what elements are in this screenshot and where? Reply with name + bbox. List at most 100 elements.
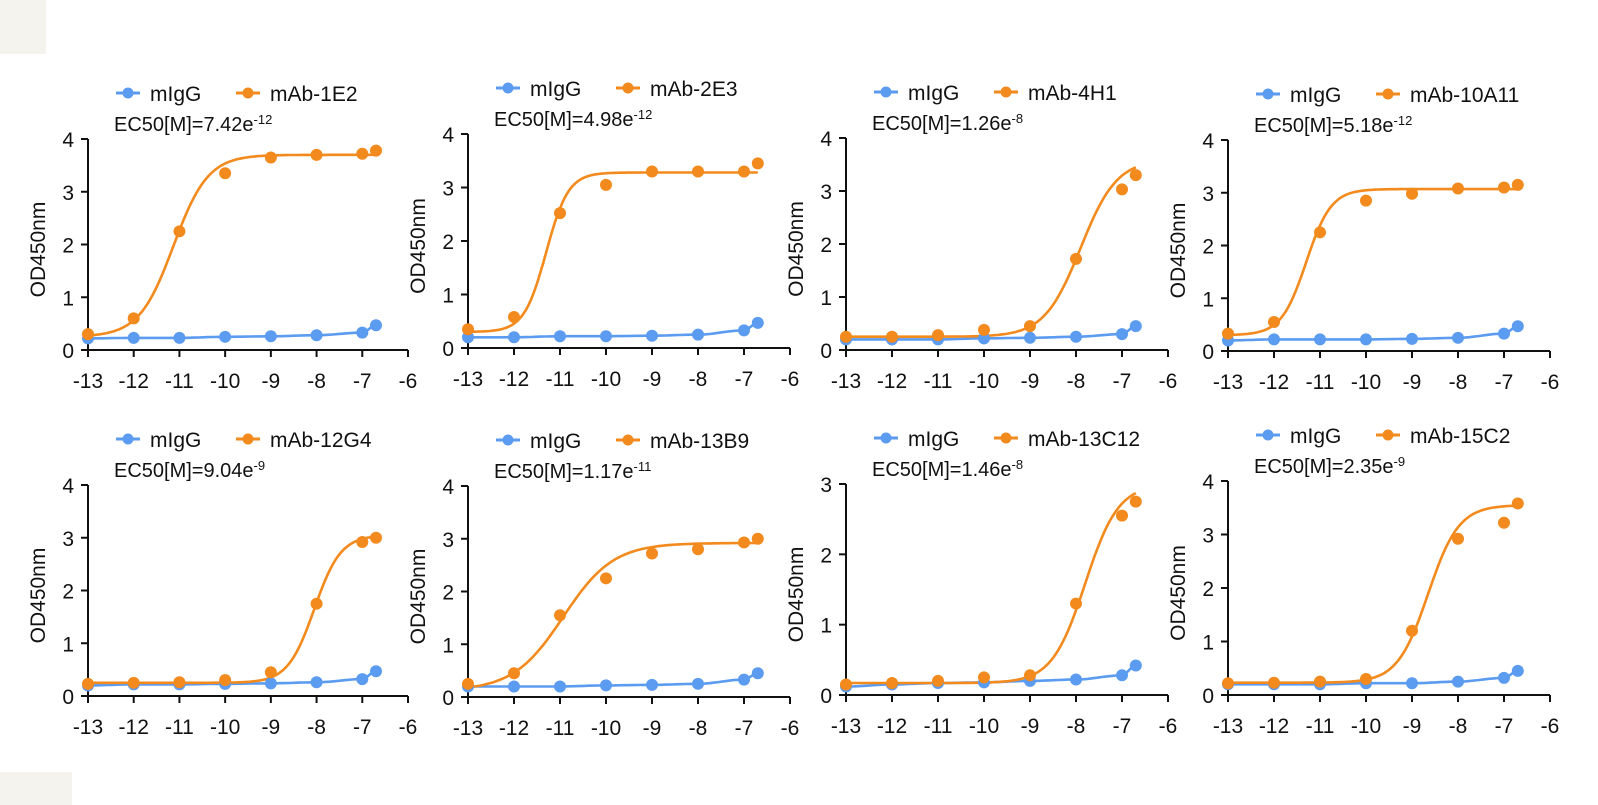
legend: mIgG mAb-2E3 (496, 78, 738, 101)
data-point-mIgG (1070, 330, 1082, 343)
data-point-mIgG (508, 331, 520, 344)
data-point-mIgG (1406, 677, 1418, 690)
x-tick-label: -13 (1213, 371, 1243, 394)
y-tick-label: 3 (62, 528, 74, 551)
fit-curve-mAb (87, 153, 376, 337)
data-point-mIgG (356, 673, 369, 686)
x-tick-label: -7 (1495, 715, 1514, 738)
fit-curve-mAb (846, 166, 1137, 338)
data-points (82, 144, 382, 345)
data-point-mIgG (1268, 333, 1280, 346)
legend-dot-mIgG (1262, 429, 1274, 441)
data-point-mIgG (1498, 671, 1510, 684)
y-axis-label: OD450nm (27, 548, 50, 644)
x-tick-label: -11 (546, 717, 575, 740)
fit-curve-mAb (846, 491, 1137, 685)
legend-dot-mAb (1382, 429, 1394, 441)
fit-curves (845, 491, 1137, 688)
x-tick-label: -11 (165, 716, 194, 739)
data-point-mIgG (692, 677, 704, 690)
data-point-mAb (932, 329, 944, 342)
y-tick-label: 4 (820, 128, 832, 151)
x-tick-label: -8 (1067, 715, 1086, 738)
x-tick-label: -7 (1113, 370, 1132, 393)
data-point-mAb (554, 609, 566, 622)
data-point-mIgG (1024, 331, 1036, 344)
y-tick-label: 1 (62, 633, 74, 656)
x-tick-label: -12 (877, 370, 907, 393)
data-point-mIgG (1360, 333, 1372, 346)
y-tick-label: 4 (1202, 471, 1214, 494)
data-point-mAb (1360, 672, 1372, 685)
x-tick-label: -11 (165, 370, 194, 393)
legend-dot-mAb (242, 87, 254, 99)
y-tick-label: 1 (820, 615, 832, 638)
data-point-mAb (751, 532, 764, 545)
corner-mark-bottom (0, 772, 72, 805)
data-point-mAb (219, 167, 232, 180)
legend-label-mIgG: mIgG (150, 429, 201, 452)
y-tick-label: 2 (442, 231, 454, 254)
data-point-mAb (310, 148, 323, 161)
y-tick-label: 4 (1202, 130, 1214, 153)
x-tick-label: -9 (1021, 715, 1040, 738)
y-tick-label: 3 (820, 181, 832, 204)
x-tick-label: -8 (1449, 715, 1468, 738)
x-tick-label: -10 (969, 715, 999, 738)
chart-panel-1: -13 -12 -11 -10 -9 -8 -7 -6 0 1 2 3 4 OD450nm mIgG mAb-… (27, 83, 417, 393)
ec50-annotation: EC50[M]=1.26e-8 (872, 111, 1023, 136)
ec50-annotation: EC50[M]=2.35e-9 (1254, 454, 1405, 479)
legend-label-mAb: mAb-2E3 (650, 78, 738, 101)
data-point-mAb (1070, 597, 1082, 610)
data-point-mAb (173, 676, 186, 689)
data-point-mIgG (1314, 333, 1326, 346)
ec50-exponent: -9 (254, 458, 266, 473)
y-tick-label: 0 (1202, 341, 1214, 364)
y-axis-label: OD450nm (407, 198, 430, 294)
ec50-text: EC50[M]=9.04e (114, 460, 254, 482)
data-point-mAb (646, 165, 658, 178)
ec50-exponent: -9 (1394, 454, 1406, 469)
x-tick-label: -13 (73, 716, 103, 739)
y-tick-label: 4 (62, 475, 74, 498)
y-tick-label: 0 (820, 340, 832, 363)
ec50-annotation: EC50[M]=1.46e-8 (872, 457, 1023, 482)
data-point-mAb (1511, 178, 1524, 191)
y-tick-label: 4 (62, 129, 74, 152)
data-point-mAb (1406, 624, 1418, 637)
chart-panel-2: -13 -12 -11 -10 -9 -8 -7 -6 0 1 2 3 4 OD450nm mIgG mAb-… (407, 78, 799, 391)
y-tick-label: 2 (442, 582, 454, 605)
x-tick-label: -10 (210, 716, 240, 739)
y-tick-label: 3 (1202, 525, 1214, 548)
chart-panel-7: -13 -12 -11 -10 -9 -8 -7 -6 0 1 2 3 OD450nm mIgG mAb-1… (785, 428, 1177, 738)
legend-label-mIgG: mIgG (908, 82, 959, 105)
x-tick-label: -6 (399, 716, 418, 739)
data-point-mAb (1511, 497, 1524, 510)
data-point-mIgG (692, 328, 704, 341)
legend-dot-mIgG (122, 87, 134, 99)
y-tick-label: 2 (62, 235, 74, 258)
y-tick-label: 0 (442, 687, 454, 710)
data-point-mIgG (1070, 673, 1082, 686)
legend: mIgG mAb-4H1 (874, 82, 1117, 105)
y-tick-label: 3 (442, 178, 454, 201)
data-point-mAb (1268, 676, 1280, 689)
data-point-mAb (1070, 252, 1082, 265)
data-point-mIgG (554, 680, 566, 693)
data-point-mAb (462, 323, 474, 336)
fit-curves (467, 541, 759, 689)
legend-dot-mIgG (122, 433, 134, 445)
ec50-exponent: -12 (634, 107, 653, 122)
data-point-mAb (370, 531, 382, 544)
data-point-mAb (1406, 187, 1418, 200)
legend-dot-mAb (1382, 88, 1394, 100)
data-point-mAb (264, 151, 277, 164)
data-point-mAb (1498, 516, 1510, 529)
ec50-text: EC50[M]=1.46e (872, 459, 1012, 481)
y-tick-label: 0 (820, 685, 832, 708)
data-point-mAb (1314, 675, 1326, 688)
x-tick-label: -13 (1213, 715, 1243, 738)
data-point-mIgG (738, 324, 750, 337)
y-tick-label: 2 (1202, 236, 1214, 259)
data-point-mAb (1222, 327, 1234, 340)
